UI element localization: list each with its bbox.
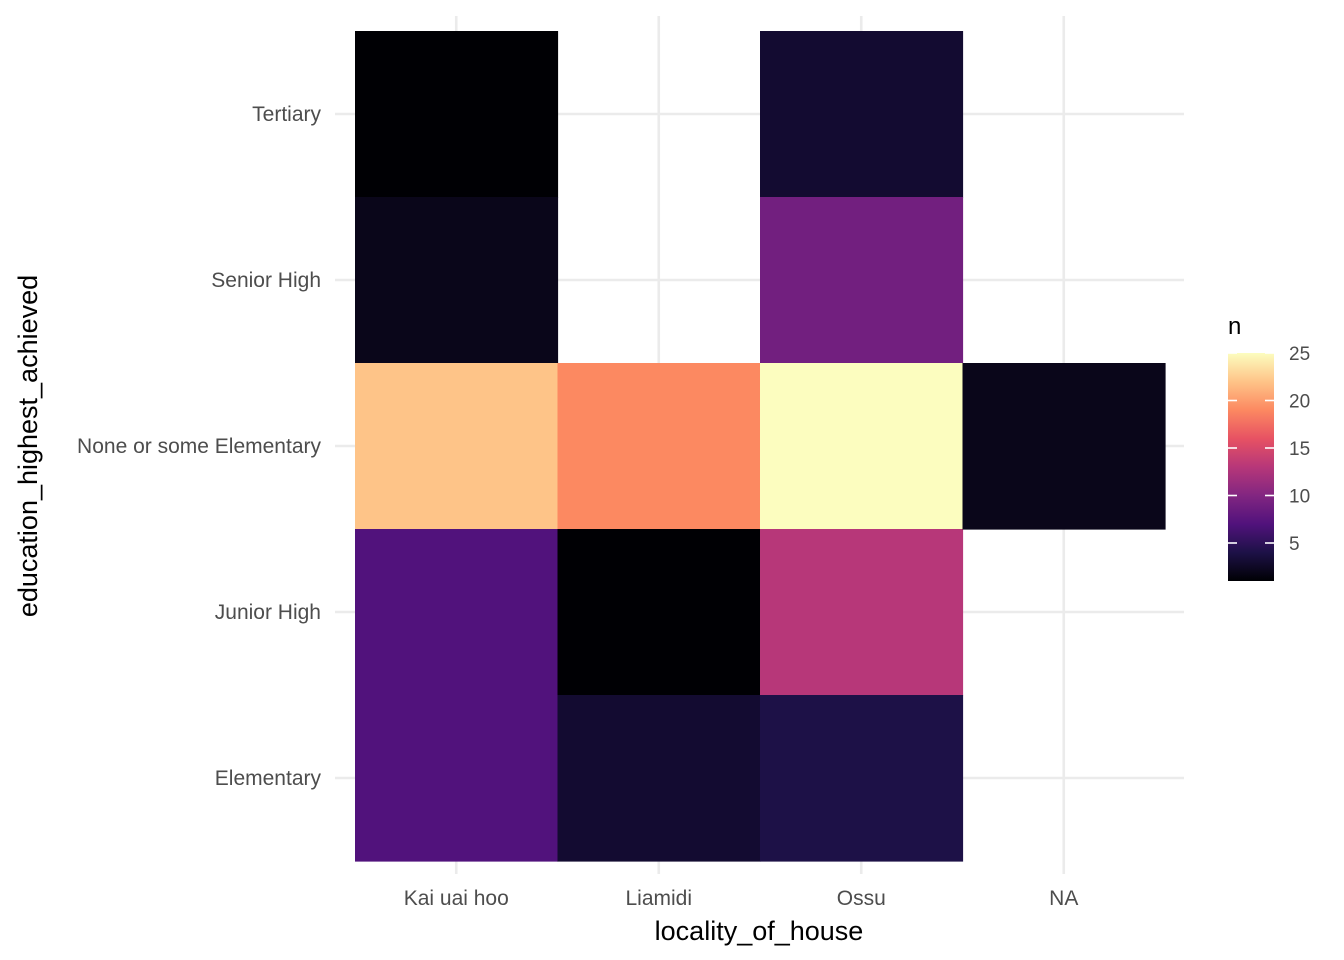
y-tick-labels: Elementary Junior High None or some Elemen…: [77, 103, 321, 790]
cell-ossu-senior-high: [760, 197, 964, 364]
legend-label-25: 25: [1289, 344, 1310, 365]
cell-liamidi-junior-high: [557, 529, 761, 696]
y-tick-label-tertiary: Tertiary: [252, 103, 321, 126]
x-tick-label-na: NA: [1049, 887, 1078, 910]
x-tick-label-ossu: Ossu: [837, 887, 886, 910]
legend-label-20: 20: [1289, 392, 1310, 413]
cell-liamidi-none-or-some-elementary: [557, 363, 761, 530]
legend-ticks: 5 10 15 20 25: [1228, 344, 1310, 555]
cell-ossu-tertiary: [760, 31, 964, 198]
x-tick-labels: Kai uai hoo Liamidi Ossu NA: [404, 887, 1079, 910]
legend-label-5: 5: [1289, 534, 1300, 555]
cell-na-none-or-some-elementary: [962, 363, 1166, 530]
y-axis-title: education_highest_achieved: [13, 275, 43, 617]
cell-kai-uai-hoo-tertiary: [355, 31, 559, 198]
cell-kai-uai-hoo-elementary: [355, 695, 559, 862]
cell-kai-uai-hoo-senior-high: [355, 197, 559, 364]
heatmap-cells: [355, 31, 1166, 862]
cell-ossu-elementary: [760, 695, 964, 862]
y-tick-label-junior-high: Junior High: [215, 601, 321, 624]
legend-label-10: 10: [1289, 487, 1310, 508]
y-tick-label-none-or-some-elementary: None or some Elementary: [77, 435, 321, 458]
cell-kai-uai-hoo-none-or-some-elementary: [355, 363, 559, 530]
cell-liamidi-elementary: [557, 695, 761, 862]
y-tick-label-senior-high: Senior High: [211, 269, 321, 292]
y-tick-label-elementary: Elementary: [215, 767, 322, 790]
cell-ossu-junior-high: [760, 529, 964, 696]
legend-label-15: 15: [1289, 439, 1310, 460]
color-legend: n 5 10 15 20 25: [1228, 313, 1310, 581]
cell-kai-uai-hoo-junior-high: [355, 529, 559, 696]
legend-title: n: [1228, 313, 1241, 340]
x-axis-title: locality_of_house: [655, 916, 864, 946]
legend-colorbar: [1228, 353, 1274, 581]
x-tick-label-kai-uai-hoo: Kai uai hoo: [404, 887, 509, 910]
x-tick-label-liamidi: Liamidi: [625, 887, 692, 910]
cell-ossu-none-or-some-elementary: [760, 363, 964, 530]
